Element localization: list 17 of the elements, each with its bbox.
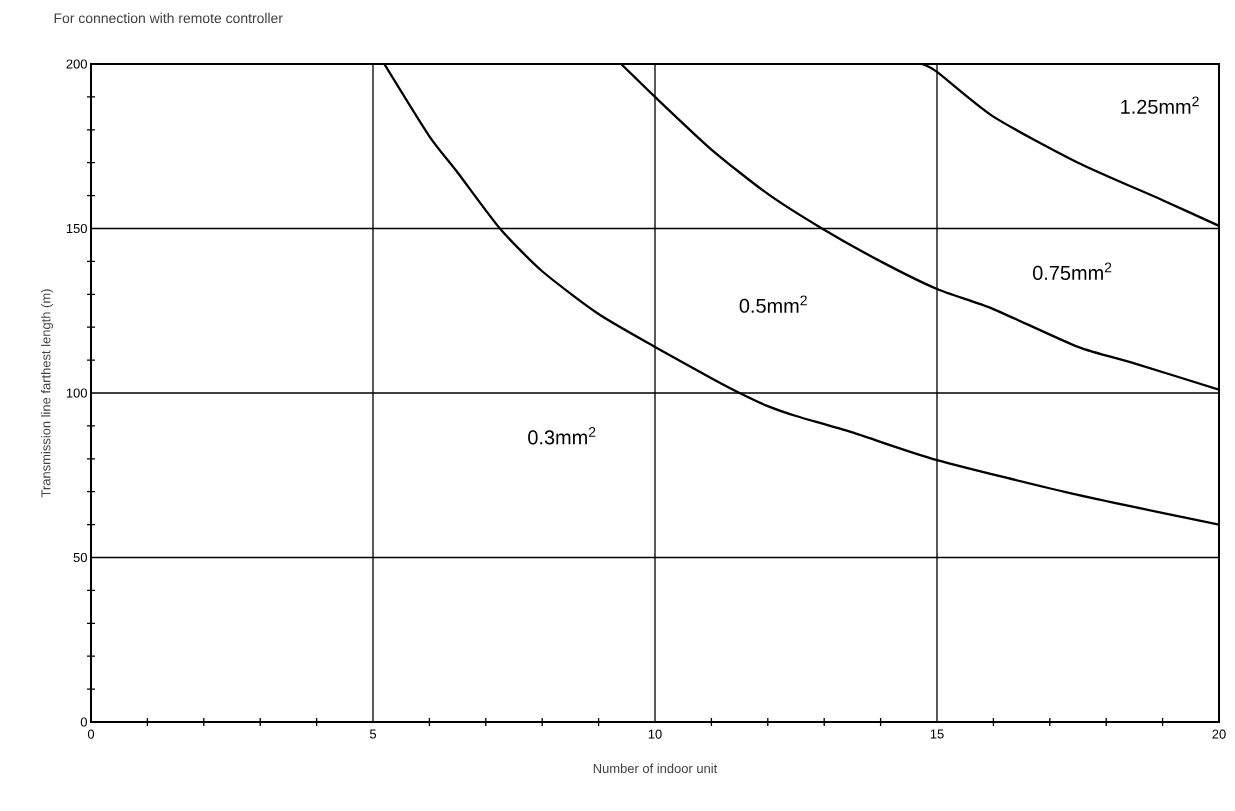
y-tick-label: 150 xyxy=(66,223,87,234)
x-tick-label: 5 xyxy=(369,729,377,739)
y-tick-label: 50 xyxy=(73,552,87,563)
y-tick-label: 200 xyxy=(66,59,87,69)
y-tick-label: 0 xyxy=(80,717,87,727)
chart-title: For connection with remote controller xyxy=(54,12,283,24)
annotation: 0.5mm$^{2}$ xyxy=(739,295,807,313)
x-axis-title: Number of indoor unit xyxy=(593,763,718,774)
x-tick-label: 0 xyxy=(87,729,95,739)
x-tick-label: 15 xyxy=(930,729,944,739)
x-tick-label: 20 xyxy=(1212,729,1226,739)
x-tick-label: 10 xyxy=(648,729,662,739)
annotation: 0.3mm$^{2}$ xyxy=(528,427,596,445)
annotation: 0.75mm$^{2}$ xyxy=(1033,262,1112,280)
y-tick-label: 100 xyxy=(66,388,87,398)
y-axis-title: Transmission line farthest length (m) xyxy=(40,289,54,498)
annotation: 1.25mm$^{2}$ xyxy=(1121,96,1199,114)
